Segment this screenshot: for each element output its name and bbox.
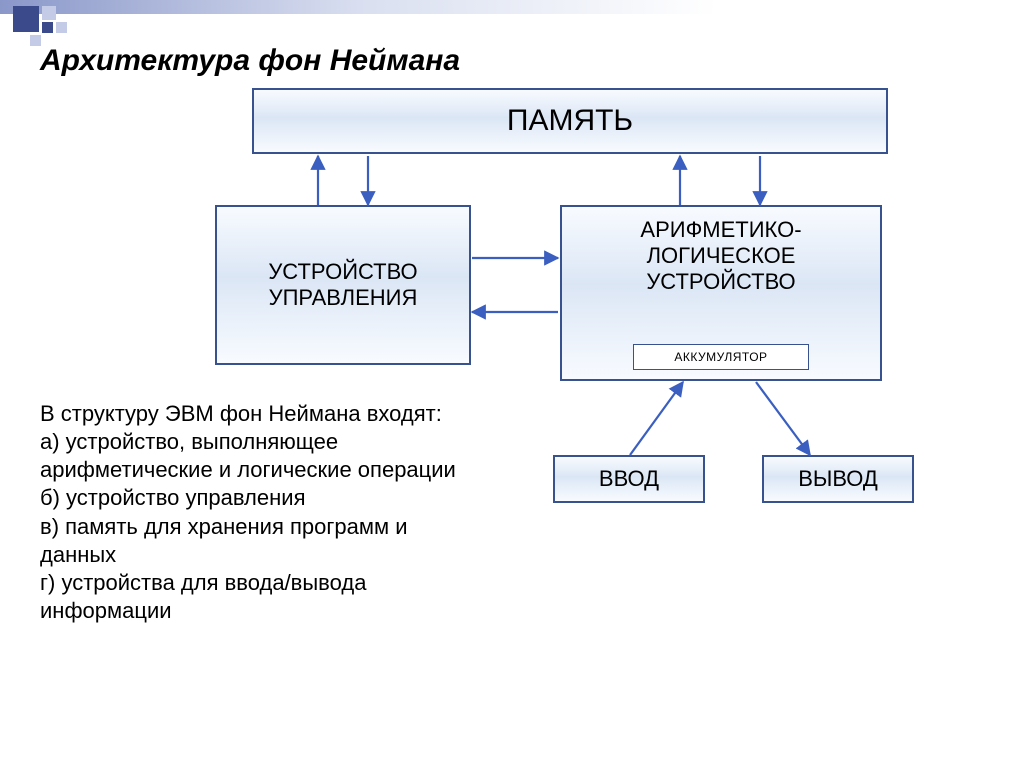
- node-memory: ПАМЯТЬ: [252, 88, 888, 154]
- node-input: ВВОД: [553, 455, 705, 503]
- node-control: УСТРОЙСТВО УПРАВЛЕНИЯ: [215, 205, 471, 365]
- slide: { "title": { "text": "Архитектура фон Не…: [0, 0, 1024, 768]
- node-output: ВЫВОД: [762, 455, 914, 503]
- von-neumann-diagram: ПАМЯТЬ УСТРОЙСТВО УПРАВЛЕНИЯ АРИФМЕТИКО-…: [0, 0, 1024, 768]
- node-accumulator: АККУМУЛЯТОР: [633, 344, 809, 370]
